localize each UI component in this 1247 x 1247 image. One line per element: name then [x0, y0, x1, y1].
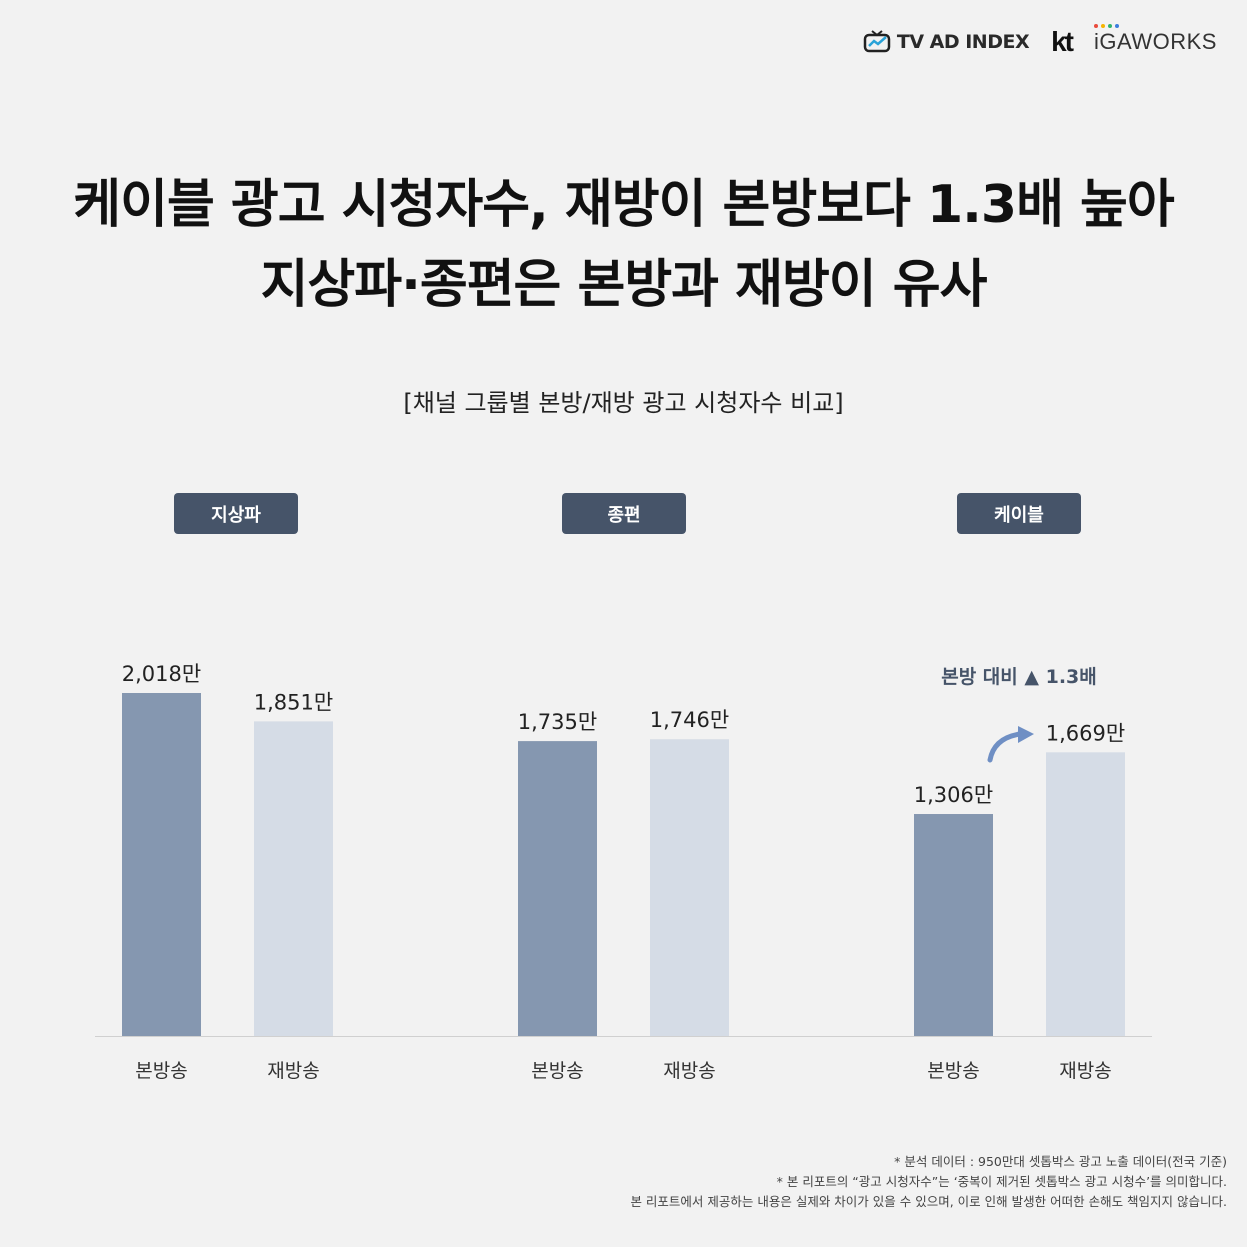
- bar-rerun: [650, 739, 729, 1036]
- category-label: 재방송: [267, 1060, 319, 1082]
- bar-original: [914, 814, 993, 1036]
- group-label-cable: 케이블: [957, 493, 1081, 534]
- bar-value-label: 1,306만: [914, 783, 993, 807]
- category-label: 본방송: [531, 1060, 583, 1082]
- footnotes: * 분석 데이터 : 950만대 셋톱박스 광고 노출 데이터(전국 기준) *…: [630, 1152, 1227, 1212]
- page-title: 케이블 광고 시청자수, 재방이 본방보다 1.3배 높아 지상파·종편은 본방…: [0, 165, 1247, 325]
- logo-bar: TV AD INDEX kt iGAWORKS: [863, 24, 1217, 58]
- tv-icon: [863, 30, 891, 53]
- footnote-2: * 본 리포트의 “광고 시청자수”는 ‘중복이 제거된 셋톱박스 광고 시청수…: [776, 1174, 1227, 1189]
- bar-value-label: 1,735만: [518, 710, 597, 734]
- footnote-3: 본 리포트에서 제공하는 내용은 실제와 차이가 있을 수 있으며, 이로 인해…: [630, 1194, 1227, 1209]
- group-label-terrestrial: 지상파: [174, 493, 298, 534]
- chart-subtitle: [채널 그룹별 본방/재방 광고 시청자수 비교]: [403, 389, 844, 417]
- bar-rerun: [1046, 752, 1125, 1036]
- igaworks-logo: iGAWORKS: [1094, 24, 1217, 55]
- category-label: 재방송: [663, 1060, 715, 1082]
- group-label-general: 종편: [562, 493, 686, 534]
- category-label: 본방송: [927, 1060, 979, 1082]
- increase-arrow-icon: [987, 731, 1023, 763]
- tvadindex-logo: TV AD INDEX: [863, 30, 1030, 54]
- kt-logo: kt: [1051, 26, 1074, 57]
- bar-rerun: [254, 721, 333, 1036]
- bar-original: [122, 693, 201, 1036]
- title-line-1: 케이블 광고 시청자수, 재방이 본방보다 1.3배 높아: [73, 175, 1174, 235]
- title-line-2: 지상파·종편은 본방과 재방이 유사: [260, 255, 988, 315]
- annotation-label: 본방 대비 ▲ 1.3배: [941, 666, 1097, 688]
- bar-original: [518, 741, 597, 1036]
- footnote-1: * 분석 데이터 : 950만대 셋톱박스 광고 노출 데이터(전국 기준): [894, 1154, 1227, 1169]
- bar-value-label: 1,851만: [254, 690, 333, 714]
- bar-value-label: 1,746만: [650, 708, 729, 732]
- category-label: 재방송: [1059, 1060, 1111, 1082]
- category-label: 본방송: [135, 1060, 187, 1082]
- iga-dots: [1094, 24, 1120, 28]
- bar-value-label: 2,018만: [122, 662, 201, 686]
- bar-value-label: 1,669만: [1046, 721, 1125, 745]
- arrow-head-icon: [1018, 726, 1034, 743]
